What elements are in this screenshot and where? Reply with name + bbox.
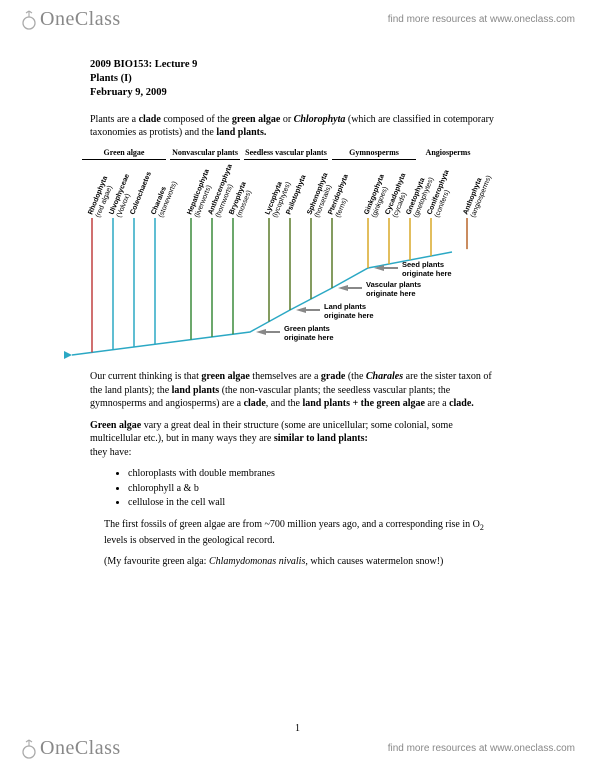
phylogeny-tree-svg: Rhodophyta(red algae)Ulvophyceae(Volvox)…: [50, 160, 510, 360]
bullet-item: chloroplasts with double membranes: [128, 467, 505, 481]
svg-text:Green plantsoriginate here: Green plantsoriginate here: [284, 324, 334, 342]
paragraph-5: (My favourite green alga: Chlamydomonas …: [104, 555, 505, 569]
page-header: OneClass find more resources at www.onec…: [0, 0, 595, 40]
similarity-bullets: chloroplasts with double membranes chlor…: [128, 467, 505, 510]
group-seedless-vascular: Seedless vascular plants: [244, 148, 328, 161]
title-line-1: 2009 BIO153: Lecture 9: [90, 58, 505, 72]
phylogeny-diagram: Green algae Nonvascular plants Seedless …: [50, 148, 510, 361]
group-angiosperms: Angiosperms: [420, 148, 476, 161]
group-nonvascular: Nonvascular plants: [170, 148, 240, 161]
intro-paragraph: Plants are a clade composed of the green…: [90, 113, 505, 140]
logo-text-class: Class: [75, 8, 121, 30]
logo-text-one: One: [40, 8, 75, 30]
bullet-item: chlorophyll a & b: [128, 482, 505, 496]
logo-icon: [20, 739, 38, 759]
title-line-2: Plants (I): [90, 72, 505, 86]
header-link[interactable]: find more resources at www.oneclass.com: [388, 14, 575, 25]
svg-text:Vascular plantsoriginate here: Vascular plantsoriginate here: [366, 280, 421, 298]
paragraph-3: Green algae vary a great deal in their s…: [90, 419, 505, 460]
svg-text:Seed plantsoriginate here: Seed plantsoriginate here: [402, 260, 452, 278]
svg-text:Coleochaetes: Coleochaetes: [129, 171, 153, 216]
footer-logo: OneClass: [20, 737, 121, 760]
title-line-3: February 9, 2009: [90, 86, 505, 100]
paragraph-4: The first fossils of green algae are fro…: [104, 518, 505, 547]
footer-link[interactable]: find more resources at www.oneclass.com: [388, 743, 575, 754]
lecture-title: 2009 BIO153: Lecture 9 Plants (I) Februa…: [90, 58, 505, 101]
document-body: 2009 BIO153: Lecture 9 Plants (I) Februa…: [0, 40, 595, 569]
paragraph-2: Our current thinking is that green algae…: [90, 370, 505, 411]
page-footer: OneClass find more resources at www.onec…: [0, 731, 595, 770]
logo: OneClass: [20, 8, 121, 31]
diagram-group-headers: Green algae Nonvascular plants Seedless …: [50, 148, 510, 161]
group-gymnosperms: Gymnosperms: [332, 148, 416, 161]
group-green-algae: Green algae: [82, 148, 166, 161]
bullet-item: cellulose in the cell wall: [128, 496, 505, 510]
svg-text:Land plantsoriginate here: Land plantsoriginate here: [324, 302, 374, 320]
logo-icon: [20, 10, 38, 30]
svg-text:Psilotophyta: Psilotophyta: [285, 174, 307, 216]
